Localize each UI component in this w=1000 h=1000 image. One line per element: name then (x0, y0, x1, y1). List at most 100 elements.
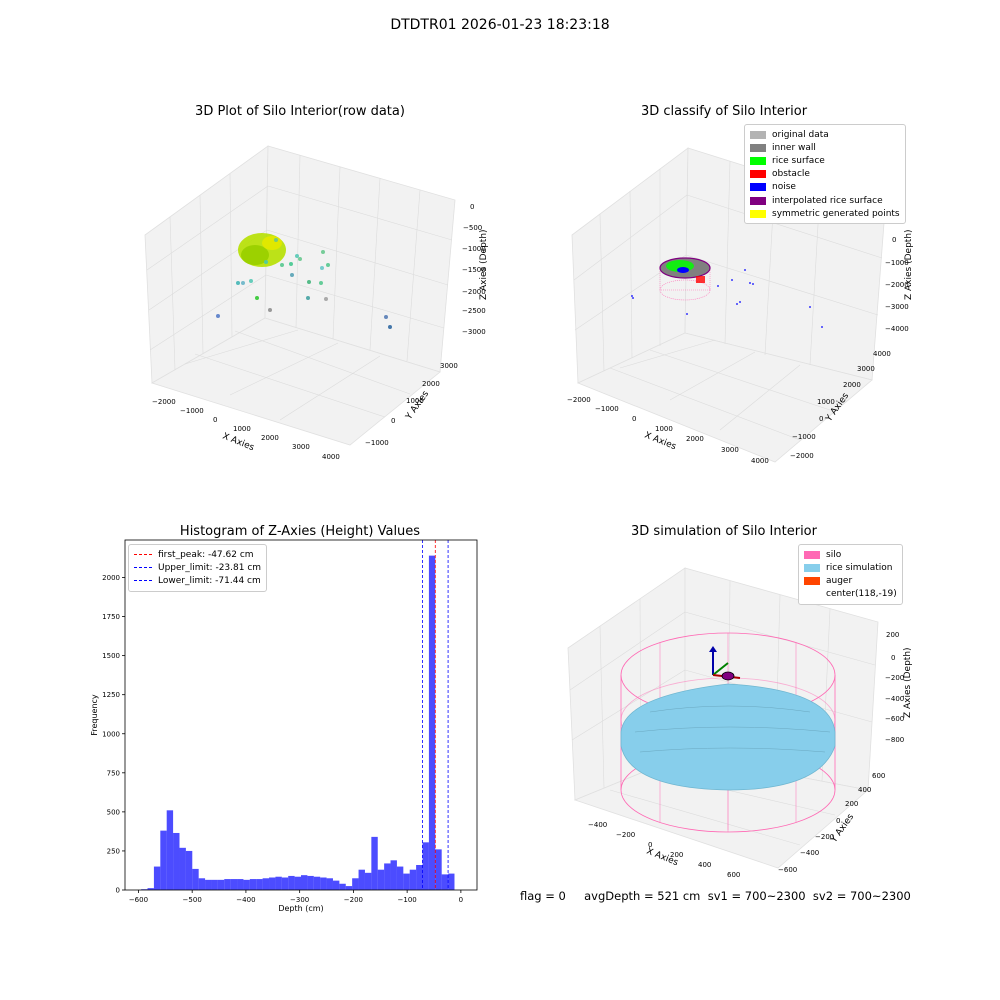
legend-swatch (750, 196, 766, 205)
legend-swatch (750, 209, 766, 218)
svg-text:−2000: −2000 (790, 452, 814, 460)
svg-text:−200: −200 (616, 831, 635, 839)
histogram-bar (217, 879, 225, 890)
histogram-bar (153, 866, 161, 890)
legend-label: Lower_limit: -71.44 cm (158, 575, 261, 586)
histogram-bar (384, 863, 391, 890)
histogram-bar (160, 830, 167, 890)
status-footer: flag = 0 avgDepth = 521 cm sv1 = 700~230… (520, 889, 911, 903)
histogram-bar (364, 872, 372, 890)
noise-point (717, 285, 719, 287)
legend-label: symmetric generated points (772, 208, 900, 219)
legend-item: first_peak: -47.62 cm (134, 548, 261, 561)
y-tick-label: 1750 (102, 613, 120, 621)
svg-text:600: 600 (872, 772, 885, 780)
panel2-title: 3D classify of Silo Interior (640, 104, 808, 119)
legend-label: first_peak: -47.62 cm (158, 549, 254, 560)
x-tick-label: −200 (344, 896, 363, 904)
svg-text:−2000: −2000 (462, 288, 486, 296)
histogram-bars (141, 555, 455, 890)
scatter-point (249, 279, 253, 283)
svg-text:2000: 2000 (843, 381, 861, 389)
noise-point (736, 303, 738, 305)
y-tick-label: 1250 (102, 691, 120, 699)
scatter-point (384, 315, 388, 319)
histogram-bar (192, 868, 199, 890)
svg-text:0: 0 (836, 817, 840, 825)
histogram-bar (211, 879, 218, 890)
scatter-point (274, 238, 278, 242)
legend-label: obstacle (772, 169, 810, 180)
scatter-point (326, 263, 330, 267)
histogram-bar (371, 836, 378, 890)
svg-text:−3000: −3000 (885, 303, 909, 311)
histogram-bar (377, 869, 385, 890)
scatter-point (324, 297, 328, 301)
svg-text:1000: 1000 (655, 425, 673, 433)
svg-text:600: 600 (727, 871, 740, 879)
legend-item: center(118,-19) (804, 588, 897, 601)
legend-item: original data (750, 128, 900, 141)
svg-text:0: 0 (470, 203, 474, 211)
legend-label: auger (826, 575, 853, 586)
histogram-bar (396, 866, 404, 890)
svg-text:1000: 1000 (233, 425, 251, 433)
histogram-bar (320, 877, 327, 890)
noise-point (744, 269, 746, 271)
svg-text:−400: −400 (800, 849, 819, 857)
histogram-bar (205, 879, 212, 890)
scatter-point (307, 280, 311, 284)
scatter-point (216, 314, 220, 318)
histogram-bar (313, 876, 321, 890)
legend-label: inner wall (772, 142, 816, 153)
panel4-legend: silo rice simulation auger center(118,-1… (798, 544, 903, 605)
svg-text:0: 0 (632, 415, 636, 423)
svg-text:−2000: −2000 (885, 281, 909, 289)
histogram-x-ticks: −600 −500 −400 −300 −200 −100 0 (129, 890, 463, 904)
svg-text:200: 200 (845, 800, 858, 808)
scatter-point (280, 263, 284, 267)
svg-text:−200: −200 (815, 833, 834, 841)
histogram-chart: −600 −500 −400 −300 −200 −100 0 0 250 500 750 1000… (90, 539, 478, 913)
scatter-point (236, 281, 240, 285)
histogram-ylabel: Frequency (90, 694, 99, 736)
svg-text:−600: −600 (885, 715, 904, 723)
svg-text:−2000: −2000 (567, 396, 591, 404)
noise-point (632, 297, 634, 299)
histogram-frame (124, 539, 478, 891)
noise-point (731, 279, 733, 281)
histogram-bar (179, 847, 186, 890)
svg-text:3000: 3000 (440, 362, 458, 370)
scatter-point (255, 296, 259, 300)
legend-label: rice simulation (826, 562, 893, 573)
svg-text:−500: −500 (463, 224, 482, 232)
svg-text:0: 0 (891, 654, 895, 662)
panel4-3d-plot: −400 −200 0 200 400 600 −600 −400 −200 0… (567, 567, 913, 879)
noise-point (686, 313, 688, 315)
panel2-xlabel: X Axies (643, 431, 678, 453)
svg-text:1000: 1000 (817, 398, 835, 406)
legend-swatch (804, 563, 820, 572)
histogram-bar (409, 869, 417, 890)
histogram-bar (256, 879, 263, 890)
panel1-title: 3D Plot of Silo Interior(row data) (195, 104, 405, 119)
panel1-point-cloud (216, 233, 392, 329)
legend-label: noise (772, 182, 796, 193)
histogram-bar (198, 878, 206, 890)
y-tick-label: 500 (107, 808, 120, 816)
svg-text:−600: −600 (778, 866, 797, 874)
panel2-zlabel: Z Axies (Depth) (904, 229, 914, 300)
histogram-bar (224, 879, 231, 890)
legend-swatch (750, 183, 766, 192)
histogram-bar (281, 877, 289, 890)
rice-simulation-surface (620, 683, 836, 791)
svg-text:−1000: −1000 (885, 259, 909, 267)
panel4-title: 3D simulation of Silo Interior (631, 524, 817, 539)
svg-text:−400: −400 (885, 695, 904, 703)
svg-text:0: 0 (648, 841, 652, 849)
legend-swatch (750, 170, 766, 179)
y-tick-label: 1500 (102, 652, 120, 660)
legend-item: auger (804, 574, 897, 587)
svg-text:4000: 4000 (751, 457, 769, 465)
svg-text:−2000: −2000 (152, 398, 176, 406)
